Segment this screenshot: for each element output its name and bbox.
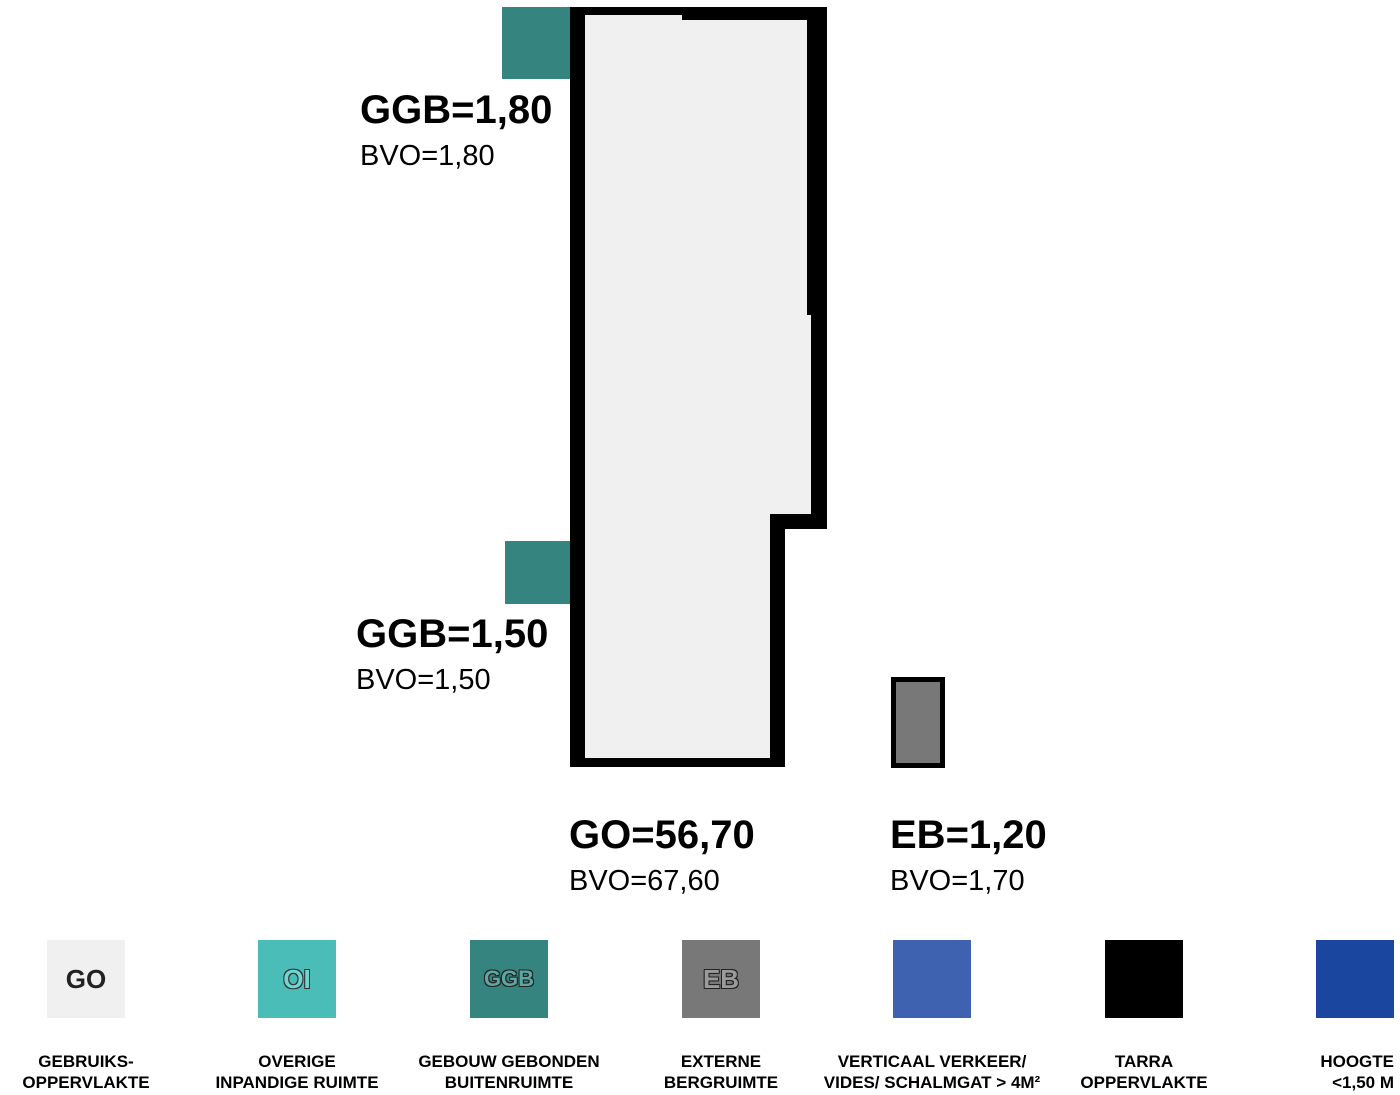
ggb-bottom-value: GGB=1,50 — [356, 612, 549, 656]
legend-swatch-go: GO — [47, 940, 125, 1018]
legend-caption-eb: EXTERNE BERGRUIMTE — [663, 1052, 779, 1092]
eb-value: EB=1,20 — [890, 813, 1047, 857]
external-storage-eb — [891, 677, 945, 768]
legend-swatch-eb: EB — [682, 940, 760, 1018]
unit-interior-go — [585, 15, 811, 758]
ggb-top-label: GGB=1,80 BVO=1,80 — [360, 90, 552, 171]
legend-item-go: GO GEBRUIKS- OPPERVLAKTE — [0, 940, 191, 1093]
legend-code-go: GO — [65, 964, 107, 994]
legend-caption-oi: OVERIGE INPANDIGE RUIMTE — [215, 1052, 379, 1092]
legend-code-oi: OI — [283, 964, 311, 994]
eb-bvo: BVO=1,70 — [890, 865, 1025, 897]
legend-swatch-verticaal-verkeer — [893, 940, 971, 1018]
ggb-top-value: GGB=1,80 — [360, 88, 553, 132]
legend-caption-go: GEBRUIKS- OPPERVLAKTE — [22, 1052, 150, 1092]
go-value: GO=56,70 — [569, 813, 755, 857]
go-bvo: BVO=67,60 — [569, 865, 720, 897]
legend-item-ggb: GGB GEBOUW GEBONDEN BUITENRUIMTE — [404, 940, 614, 1093]
ggb-top-bvo: BVO=1,80 — [360, 140, 495, 172]
legend-caption-hoogte: HOOGTE <1,50 M — [1320, 1052, 1394, 1092]
ggb-bottom-label: GGB=1,50 BVO=1,50 — [356, 614, 548, 695]
go-label: GO=56,70 BVO=67,60 — [569, 815, 755, 896]
legend-item-oi: OI OVERIGE INPANDIGE RUIMTE — [192, 940, 402, 1093]
legend-item-eb: EB EXTERNE BERGRUIMTE — [616, 940, 826, 1093]
ggb-balcony-top — [502, 7, 574, 79]
legend-caption-ggb: GEBOUW GEBONDEN BUITENRUIMTE — [418, 1052, 600, 1092]
floor-plan — [502, 7, 945, 768]
legend-caption-verticaal-verkeer: VERTICAAL VERKEER/ VIDES/ SCHALMGAT > 4M… — [823, 1052, 1041, 1092]
legend-item-verticaal-verkeer: VERTICAAL VERKEER/ VIDES/ SCHALMGAT > 4M… — [817, 940, 1047, 1093]
legend-swatch-tarra — [1105, 940, 1183, 1018]
legend-code-ggb: GGB — [483, 966, 535, 991]
legend-caption-tarra: TARRA OPPERVLAKTE — [1080, 1052, 1208, 1092]
ggb-balcony-bottom — [505, 541, 574, 604]
legend-swatch-ggb: GGB — [470, 940, 548, 1018]
eb-label: EB=1,20 BVO=1,70 — [890, 815, 1047, 896]
ggb-bottom-bvo: BVO=1,50 — [356, 664, 491, 696]
legend-code-eb: EB — [702, 964, 740, 994]
legend-swatch-oi: OI — [258, 940, 336, 1018]
legend-item-hoogte: HOOGTE <1,50 M — [1250, 940, 1400, 1093]
legend-item-tarra: TARRA OPPERVLAKTE — [1039, 940, 1249, 1093]
legend-swatch-hoogte — [1316, 940, 1394, 1018]
